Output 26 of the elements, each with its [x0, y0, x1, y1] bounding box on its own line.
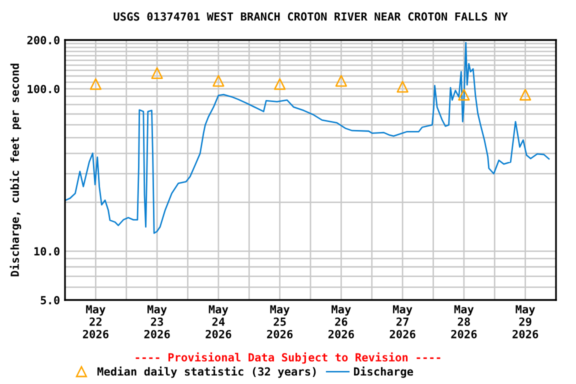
x-tick-label: May 28 2026 [451, 305, 477, 338]
x-tick-label: May 27 2026 [390, 305, 416, 338]
x-tick-label: May 22 2026 [82, 305, 108, 338]
point [151, 67, 163, 79]
point [396, 80, 408, 93]
line-series [65, 42, 550, 234]
chart-title: USGS 01374701 WEST BRANCH CROTON RIVER NEAR CROTON FALLS NY [114, 12, 508, 21]
x-tick-label: May 23 2026 [144, 305, 170, 338]
legend-label: Median daily statistic (32 years) [97, 366, 316, 378]
point [274, 78, 286, 90]
y-tick-label: 200.0 [27, 36, 60, 44]
point [335, 75, 348, 87]
x-tick-label: May 29 2026 [512, 305, 538, 338]
text: ---- Provisional Data Subject to Revision ---- [136, 352, 440, 364]
legend-label: Discharge [354, 366, 414, 378]
point [90, 78, 102, 90]
y-tick-label: 5.0 [40, 296, 60, 304]
y-axis-title: Discharge, cubic feet per second [10, 64, 22, 276]
x-tick-label: May 25 2026 [267, 305, 293, 338]
x-tick-label: May 26 2026 [328, 305, 354, 338]
x-tick-label: May 24 2026 [206, 305, 232, 338]
point [212, 75, 224, 87]
y-tick-label: 100.0 [28, 84, 60, 94]
y-tick-label: 10.0 [34, 247, 60, 256]
point [458, 88, 470, 101]
point [519, 88, 532, 101]
